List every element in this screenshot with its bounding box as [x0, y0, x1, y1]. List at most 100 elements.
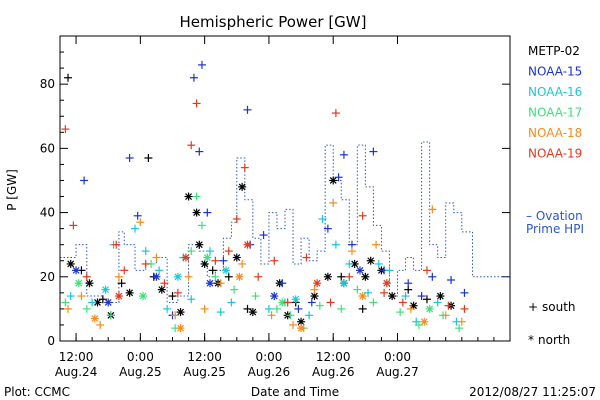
noaa-15-south-point	[203, 208, 212, 217]
noaa-17-south-point	[61, 298, 70, 307]
y-axis-ticks: 0 20 40 60 80	[40, 35, 510, 348]
legend: METP-02 NOAA-15 NOAA-16 NOAA-17 NOAA-18 NOAA-…	[528, 44, 582, 161]
noaa-17-south-point	[82, 304, 91, 313]
noaa-18-south-point	[184, 272, 193, 281]
noaa-15-south-point	[243, 105, 252, 114]
noaa-18-south-point	[136, 218, 145, 227]
noaa-15-north-point	[206, 279, 214, 288]
x-tick-label-time: 12:00	[187, 350, 222, 364]
metp-02-north-point	[388, 292, 397, 301]
metp-02-south-point	[358, 304, 367, 313]
noaa-19-south-point	[120, 266, 129, 275]
noaa-17-south-point	[315, 301, 324, 310]
noaa-17-south-point	[211, 272, 220, 281]
noaa-18-south-point	[64, 304, 73, 313]
metp-02-north-point	[366, 256, 375, 265]
noaa-19-south-point	[358, 211, 367, 220]
metp-02-north-point	[238, 182, 247, 191]
noaa-16-south-point	[401, 292, 410, 301]
metp-02-north-point	[125, 288, 134, 297]
x-tick-label-time: 0:00	[255, 350, 282, 364]
legend-entry: NOAA-19	[528, 147, 582, 161]
noaa-19-south-point	[69, 221, 78, 230]
noaa-16-north-point	[173, 272, 182, 281]
noaa-18-north-point	[90, 314, 99, 323]
noaa-16-south-point	[163, 304, 172, 313]
x-tick-label-date: Aug.25	[183, 365, 226, 379]
noaa-16-south-point	[305, 311, 314, 320]
metp-02-south-point	[224, 272, 233, 281]
y-tick-label: 20	[40, 270, 55, 284]
noaa-15-south-point	[417, 292, 426, 301]
noaa-15-south-point	[447, 276, 456, 284]
x-axis-label: Date and Time	[251, 385, 339, 399]
x-tick-label-date: Aug.27	[376, 365, 419, 379]
noaa-15-south-point	[219, 256, 228, 265]
metp-02-north-point	[157, 285, 166, 294]
noaa-15-south-point	[428, 272, 437, 281]
noaa-15-north-point	[356, 266, 364, 275]
metp-02-north-point	[200, 259, 209, 268]
y-tick-label: 60	[40, 141, 55, 155]
noaa-18-north-point	[176, 324, 185, 333]
noaa-18-south-point	[96, 320, 105, 329]
plot-credit: Plot: CCMC	[4, 385, 70, 399]
noaa-19-south-point	[460, 304, 469, 313]
noaa-19-north-point	[181, 253, 190, 262]
x-tick-label-time: 0:00	[127, 350, 154, 364]
noaa-16-north-point	[101, 285, 110, 294]
noaa-17-south-point	[251, 292, 260, 301]
chart-title: Hemispheric Power [GW]	[180, 13, 367, 31]
noaa-15-south-point	[307, 298, 316, 307]
metp-02-north-point	[184, 192, 193, 201]
noaa-17-south-point	[396, 308, 405, 317]
noaa-15-south-point	[278, 279, 287, 288]
noaa-16-south-point	[331, 240, 340, 249]
noaa-15-south-point	[334, 173, 343, 182]
noaa-19-south-point	[141, 259, 150, 268]
metp-02-north-point	[195, 240, 204, 249]
metp-02-south-point	[117, 279, 126, 288]
noaa-15-south-point	[323, 224, 332, 233]
legend-entry: NOAA-17	[528, 106, 582, 120]
noaa-15-south-point	[197, 60, 206, 69]
x-tick-label-date: Aug.25	[119, 365, 162, 379]
noaa-19-south-point	[270, 256, 279, 265]
noaa-16-south-point	[206, 247, 214, 256]
north-symbol: *	[528, 333, 534, 347]
noaa-19-north-point	[243, 240, 252, 249]
metp-02-north-point	[329, 176, 338, 185]
noaa-19-south-point	[211, 256, 220, 265]
metp-02-south-point	[168, 292, 177, 301]
noaa-18-south-point	[152, 253, 161, 262]
noaa-16-south-point	[227, 298, 236, 307]
noaa-18-south-point	[238, 259, 247, 268]
noaa-19-south-point	[422, 266, 431, 275]
noaa-16-south-point	[318, 215, 327, 223]
noaa-19-south-point	[232, 215, 241, 223]
noaa-15-south-point	[339, 150, 348, 159]
noaa-19-south-point	[254, 272, 263, 281]
metp-02-south-point	[144, 154, 153, 162]
noaa-18-south-point	[329, 198, 338, 207]
noaa-18-south-point	[406, 304, 415, 313]
noaa-19-south-point	[82, 272, 91, 281]
legend-entry: NOAA-16	[528, 85, 582, 99]
noaa-18-north-point	[235, 272, 244, 281]
ovation-legend-line2: Prime HPI	[526, 222, 584, 236]
noaa-17-north-point	[278, 298, 287, 307]
x-axis-ticks: 12:00Aug.240:00Aug.2512:00Aug.250:00Aug.…	[55, 36, 511, 379]
noaa-17-south-point	[106, 311, 115, 320]
noaa-19-south-point	[398, 298, 407, 307]
noaa-15-south-point	[460, 288, 469, 297]
y-tick-label: 0	[47, 334, 55, 348]
noaa-16-south-point	[88, 298, 97, 307]
noaa-15-south-point	[369, 147, 378, 156]
noaa-16-south-point	[155, 266, 164, 275]
noaa-18-south-point	[289, 320, 298, 329]
metp-02-north-point	[361, 272, 370, 281]
noaa-17-south-point	[192, 192, 201, 201]
noaa-16-north-point	[291, 295, 300, 304]
noaa-15-north-point	[152, 272, 161, 281]
